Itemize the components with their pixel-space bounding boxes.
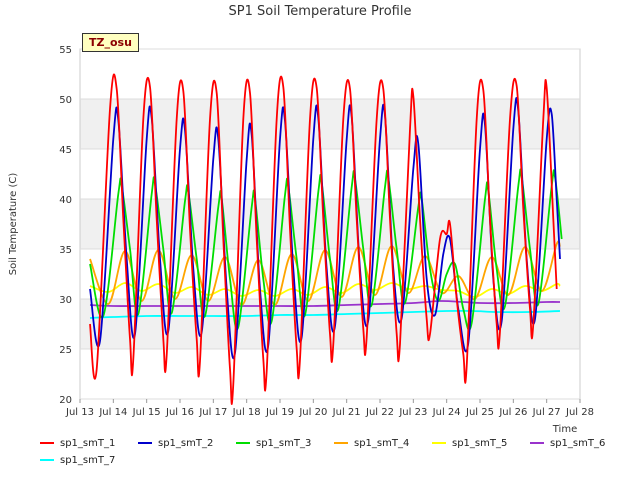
legend-swatch [530, 442, 544, 444]
legend-item: sp1_smT_6 [530, 436, 605, 450]
legend-item: sp1_smT_4 [334, 436, 409, 450]
legend-label: sp1_smT_1 [60, 437, 116, 449]
x-tick-label: Jul 24 [432, 407, 461, 418]
y-tick-label: 40 [59, 195, 72, 206]
legend-label: sp1_smT_5 [452, 437, 508, 449]
legend-swatch [40, 459, 54, 461]
legend-item: sp1_smT_7 [40, 453, 115, 467]
band [80, 149, 580, 199]
x-tick-label: Jul 17 [198, 407, 227, 418]
legend-label: sp1_smT_2 [158, 437, 214, 449]
y-tick-label: 30 [59, 295, 72, 306]
legend-item: sp1_smT_1 [40, 436, 115, 450]
legend-swatch [40, 442, 54, 444]
y-tick-label: 45 [59, 145, 72, 156]
y-tick-label: 55 [59, 45, 72, 56]
legend-item: sp1_smT_3 [236, 436, 311, 450]
y-tick-label: 25 [59, 345, 72, 356]
y-tick-label: 50 [59, 95, 72, 106]
y-axis-title: Soil Temperature (C) [8, 173, 19, 276]
timezone-label: TZ_osu [82, 33, 139, 52]
legend-label: sp1_smT_3 [256, 437, 312, 449]
series-line-sp1_smT_3 [89, 168, 563, 331]
x-tick-label: Jul 20 [298, 407, 327, 418]
x-tick-label: Jul 16 [165, 407, 194, 418]
x-tick-label: Jul 22 [365, 407, 394, 418]
grid-band [80, 199, 580, 249]
series-line-sp1_smT_1 [89, 73, 558, 405]
x-tick-label: Jul 19 [265, 407, 294, 418]
grid-band [80, 99, 580, 149]
legend-label: sp1_smT_6 [550, 437, 606, 449]
x-tick-label: Jul 25 [465, 407, 494, 418]
legend-label: sp1_smT_7 [60, 454, 116, 466]
x-tick-label: Jul 13 [65, 407, 94, 418]
x-tick-label: Jul 26 [498, 407, 527, 418]
y-tick-label: 35 [59, 245, 72, 256]
x-tick-label: Jul 18 [232, 407, 261, 418]
chart-title: SP1 Soil Temperature Profile [229, 4, 412, 19]
x-tick-label: Jul 15 [132, 407, 161, 418]
y-tick-label: 20 [59, 395, 72, 406]
band [80, 349, 580, 399]
legend-item: sp1_smT_2 [138, 436, 213, 450]
legend-swatch [432, 442, 446, 444]
legend-item: sp1_smT_5 [432, 436, 507, 450]
x-tick-label: Jul 28 [565, 407, 594, 418]
x-tick-label: Jul 27 [532, 407, 561, 418]
legend-swatch [138, 442, 152, 444]
legend-swatch [236, 442, 250, 444]
x-axis-title: Time [552, 424, 577, 435]
legend-label: sp1_smT_4 [354, 437, 410, 449]
x-tick-label: Jul 21 [332, 407, 361, 418]
band [80, 49, 580, 99]
x-tick-label: Jul 23 [398, 407, 427, 418]
x-tick-label: Jul 14 [98, 407, 127, 418]
legend-swatch [334, 442, 348, 444]
